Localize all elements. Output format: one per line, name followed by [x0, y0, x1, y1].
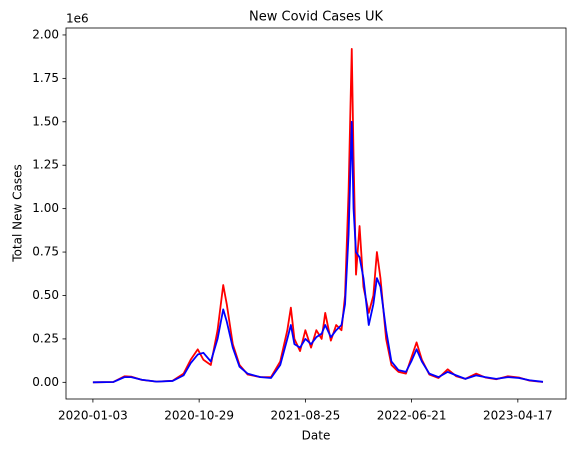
x-tick-label: 2020-10-29 — [164, 409, 234, 423]
y-tick-label: 0.25 — [32, 331, 59, 345]
series-line — [92, 47, 544, 384]
y-tick-label: 0.00 — [32, 375, 59, 389]
y-tick-label: 2.00 — [32, 27, 59, 41]
x-tick-label: 2023-04-17 — [483, 409, 553, 423]
y-tick-label: 0.50 — [32, 288, 59, 302]
y-tick-label: 1.50 — [32, 114, 59, 128]
x-tick-label: 2022-06-21 — [377, 409, 447, 423]
x-tick-label: 2021-08-25 — [271, 409, 341, 423]
y-tick-label: 0.75 — [32, 245, 59, 259]
series-line — [92, 120, 544, 384]
plot-frame — [65, 27, 567, 400]
y-tick-label: 1.25 — [32, 158, 59, 172]
y-offset-label: 1e6 — [66, 12, 89, 26]
x-tick-label: 2020-01-03 — [58, 409, 128, 423]
chart-title: New Covid Cases UK — [249, 10, 383, 25]
y-tick-label: 1.00 — [32, 201, 59, 215]
y-axis-label: Total New Cases — [11, 164, 25, 262]
y-tick-label: 1.75 — [32, 71, 59, 85]
x-axis-label: Date — [302, 429, 331, 443]
